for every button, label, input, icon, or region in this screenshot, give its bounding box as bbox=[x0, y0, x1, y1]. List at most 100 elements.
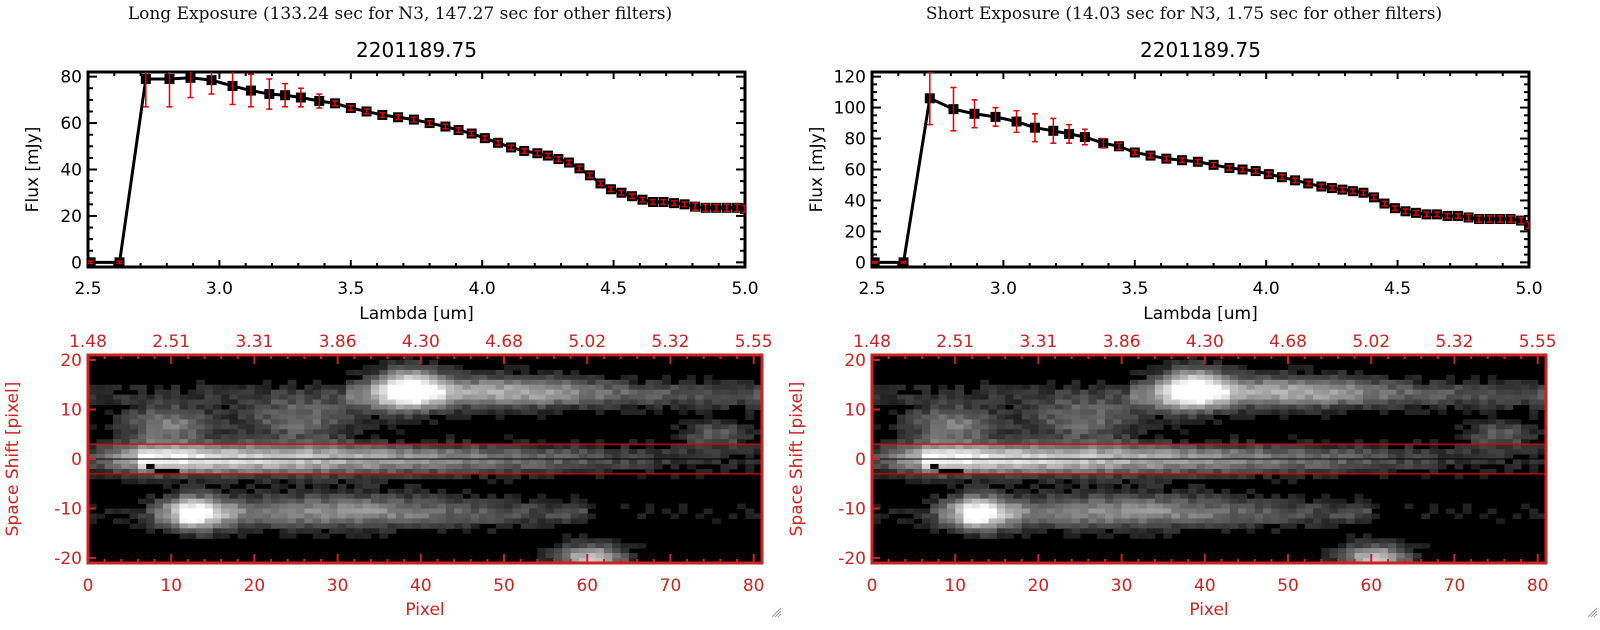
image-pixel bbox=[279, 429, 289, 435]
image-pixel bbox=[1279, 449, 1289, 455]
image-pixel bbox=[578, 454, 588, 460]
image-pixel bbox=[905, 409, 915, 415]
image-pixel bbox=[1129, 518, 1139, 524]
image-pixel bbox=[487, 384, 497, 391]
image-pixel bbox=[1479, 419, 1489, 425]
image-pixel bbox=[1096, 419, 1106, 425]
image-pixel bbox=[753, 459, 763, 465]
image-pixel bbox=[104, 454, 114, 460]
image-pixel bbox=[703, 454, 713, 460]
image-pixel bbox=[146, 508, 156, 514]
image-pixel bbox=[1204, 444, 1214, 450]
image-pixel bbox=[196, 439, 205, 445]
image-pixel bbox=[1146, 463, 1156, 470]
image-pixel bbox=[1080, 414, 1089, 420]
image-pixel bbox=[1454, 444, 1464, 450]
image-pixel bbox=[1429, 379, 1439, 386]
image-pixel bbox=[587, 449, 597, 455]
image-pixel bbox=[955, 493, 965, 500]
image-pixel bbox=[395, 414, 405, 420]
image-pixel bbox=[946, 449, 956, 455]
image-pixel bbox=[345, 528, 355, 534]
image-pixel bbox=[562, 459, 572, 465]
image-pixel bbox=[1154, 503, 1164, 510]
image-pixel bbox=[345, 493, 355, 500]
image-pixel bbox=[1379, 439, 1389, 445]
image-pixel bbox=[1487, 439, 1497, 445]
image-pixel bbox=[678, 503, 688, 510]
image-pixel bbox=[404, 503, 414, 510]
image-pixel bbox=[1487, 429, 1497, 435]
image-pixel bbox=[387, 454, 397, 460]
image-pixel bbox=[287, 414, 297, 420]
image-pixel bbox=[404, 459, 414, 465]
image-pixel bbox=[287, 523, 297, 529]
image-pixel bbox=[221, 409, 230, 415]
image-pixel bbox=[129, 459, 139, 465]
image-pixel bbox=[955, 528, 965, 534]
image-pixel bbox=[880, 473, 890, 480]
image-pixel bbox=[988, 434, 998, 440]
image-pixel bbox=[1154, 364, 1164, 371]
image-pixel bbox=[687, 379, 696, 386]
image-pixel bbox=[320, 478, 330, 485]
image-pixel bbox=[1337, 548, 1347, 554]
image-pixel bbox=[454, 384, 463, 391]
image-pixel bbox=[930, 459, 940, 465]
resize-grip-icon[interactable] bbox=[1586, 606, 1598, 618]
image-pixel bbox=[379, 459, 389, 465]
resize-grip-icon[interactable] bbox=[770, 606, 782, 618]
image-pixel bbox=[1346, 533, 1356, 539]
image-pixel bbox=[570, 444, 580, 450]
image-pixel bbox=[1179, 374, 1189, 381]
image-pixel bbox=[370, 468, 380, 475]
image-pixel bbox=[1288, 364, 1297, 371]
image-pixel bbox=[1246, 528, 1256, 534]
image-pixel bbox=[1129, 409, 1139, 415]
image-pixel bbox=[154, 439, 164, 445]
image-pixel bbox=[1038, 459, 1048, 465]
image-pixel bbox=[137, 459, 147, 465]
image-pixel bbox=[720, 404, 730, 410]
image-pixel bbox=[905, 478, 915, 485]
image-pixel bbox=[1504, 404, 1514, 410]
image-pixel bbox=[670, 473, 680, 480]
long-exposure-title: Long Exposure (133.24 sec for N3, 147.27… bbox=[127, 4, 673, 24]
image-pixel bbox=[1038, 449, 1048, 455]
image-pixel bbox=[1437, 394, 1447, 401]
image-pixel bbox=[921, 459, 931, 465]
image-pixel bbox=[204, 434, 214, 440]
image-pixel bbox=[1238, 399, 1247, 406]
image-pixel bbox=[1154, 389, 1164, 396]
image-pixel bbox=[1221, 498, 1231, 505]
image-pixel bbox=[603, 389, 613, 396]
image-pixel bbox=[1071, 399, 1081, 406]
image-pixel bbox=[988, 399, 998, 406]
image-pixel bbox=[154, 394, 164, 401]
image-pixel bbox=[1021, 503, 1031, 510]
image-pixel bbox=[1288, 384, 1297, 391]
image-pixel bbox=[562, 389, 572, 396]
image-pixel bbox=[437, 364, 447, 371]
image-pixel bbox=[1537, 384, 1547, 391]
image-pixel bbox=[1063, 503, 1073, 510]
image-pixel bbox=[479, 508, 488, 514]
image-pixel bbox=[221, 454, 230, 460]
image-pixel bbox=[1238, 389, 1247, 396]
image-pixel bbox=[1013, 459, 1023, 465]
image-pixel bbox=[980, 488, 989, 495]
image-pixel bbox=[930, 439, 940, 445]
image-pixel bbox=[930, 404, 940, 410]
image-pixel bbox=[1221, 473, 1231, 480]
image-pixel bbox=[872, 459, 881, 465]
image-pixel bbox=[1354, 543, 1364, 549]
image-pixel bbox=[645, 389, 655, 396]
image-pixel bbox=[129, 478, 139, 485]
image-pixel bbox=[237, 409, 247, 415]
image-pixel bbox=[1346, 548, 1356, 554]
image-pixel bbox=[121, 454, 131, 460]
image-pixel bbox=[370, 434, 380, 440]
image-pixel bbox=[354, 473, 364, 480]
image-pixel bbox=[1071, 473, 1081, 480]
image-pixel bbox=[971, 488, 981, 495]
